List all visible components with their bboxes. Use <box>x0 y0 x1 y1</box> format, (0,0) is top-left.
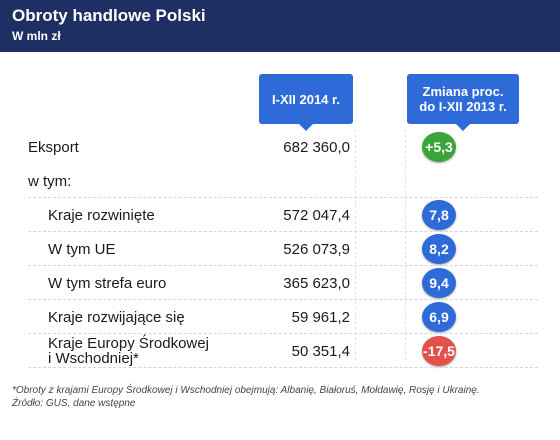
column-header-change: Zmiana proc. do I-XII 2013 r. <box>407 74 519 131</box>
table-row: w tym: <box>0 164 560 198</box>
table-row: Eksport 682 360,0 +5,3 <box>0 130 560 164</box>
page-title: Obroty handlowe Polski <box>12 6 206 25</box>
row-label: w tym: <box>28 172 72 190</box>
row-value: 59 961,2 <box>291 308 350 326</box>
source-text: Źródło: GUS, dane wstępne <box>12 398 136 409</box>
row-label: Eksport <box>28 138 79 156</box>
row-separator <box>28 367 538 368</box>
footnote-text: *Obroty z krajami Europy Środkowej i Wsc… <box>12 385 480 396</box>
row-value: 682 360,0 <box>283 138 350 156</box>
table-row: W tym UE 526 073,9 8,2 <box>0 232 560 266</box>
change-badge: +5,3 <box>422 132 456 162</box>
row-label: Kraje Europy Środkowej i Wschodniej* <box>48 335 209 367</box>
row-separator <box>28 265 538 266</box>
table-row: W tym strefa euro 365 623,0 9,4 <box>0 266 560 300</box>
row-separator <box>28 231 538 232</box>
table-row: Kraje rozwinięte 572 047,4 7,8 <box>0 198 560 232</box>
change-badge: 6,9 <box>422 302 456 332</box>
column-divider <box>355 130 356 360</box>
table-row: Kraje Europy Środkowej i Wschodniej* 50 3… <box>0 334 560 368</box>
footnotes: *Obroty z krajami Europy Środkowej i Wsc… <box>12 384 542 410</box>
change-badge: 9,4 <box>422 268 456 298</box>
row-separator <box>28 333 538 334</box>
column-header-value-label: I-XII 2014 r. <box>272 91 340 107</box>
column-header-change-line1: Zmiana proc. <box>422 84 504 99</box>
row-value: 50 351,4 <box>291 342 350 360</box>
row-value: 572 047,4 <box>283 206 350 224</box>
row-value: 365 623,0 <box>283 274 350 292</box>
header-banner: Obroty handlowe Polski W mln zł <box>0 0 560 52</box>
column-header-value: I-XII 2014 r. <box>259 74 353 131</box>
row-value: 526 073,9 <box>283 240 350 258</box>
change-badge: -17,5 <box>422 336 456 366</box>
column-divider <box>405 130 406 360</box>
row-label: W tym strefa euro <box>48 274 167 292</box>
column-header-change-line2: do I-XII 2013 r. <box>419 99 507 114</box>
row-label: W tym UE <box>48 240 116 258</box>
change-badge: 8,2 <box>422 234 456 264</box>
row-label: Kraje rozwinięte <box>48 206 155 224</box>
change-badge: 7,8 <box>422 200 456 230</box>
row-separator <box>28 197 538 198</box>
row-label: Kraje rozwijające się <box>48 308 185 326</box>
page-subtitle: W mln zł <box>12 29 61 43</box>
row-separator <box>28 299 538 300</box>
table-row: Kraje rozwijające się 59 961,2 6,9 <box>0 300 560 334</box>
